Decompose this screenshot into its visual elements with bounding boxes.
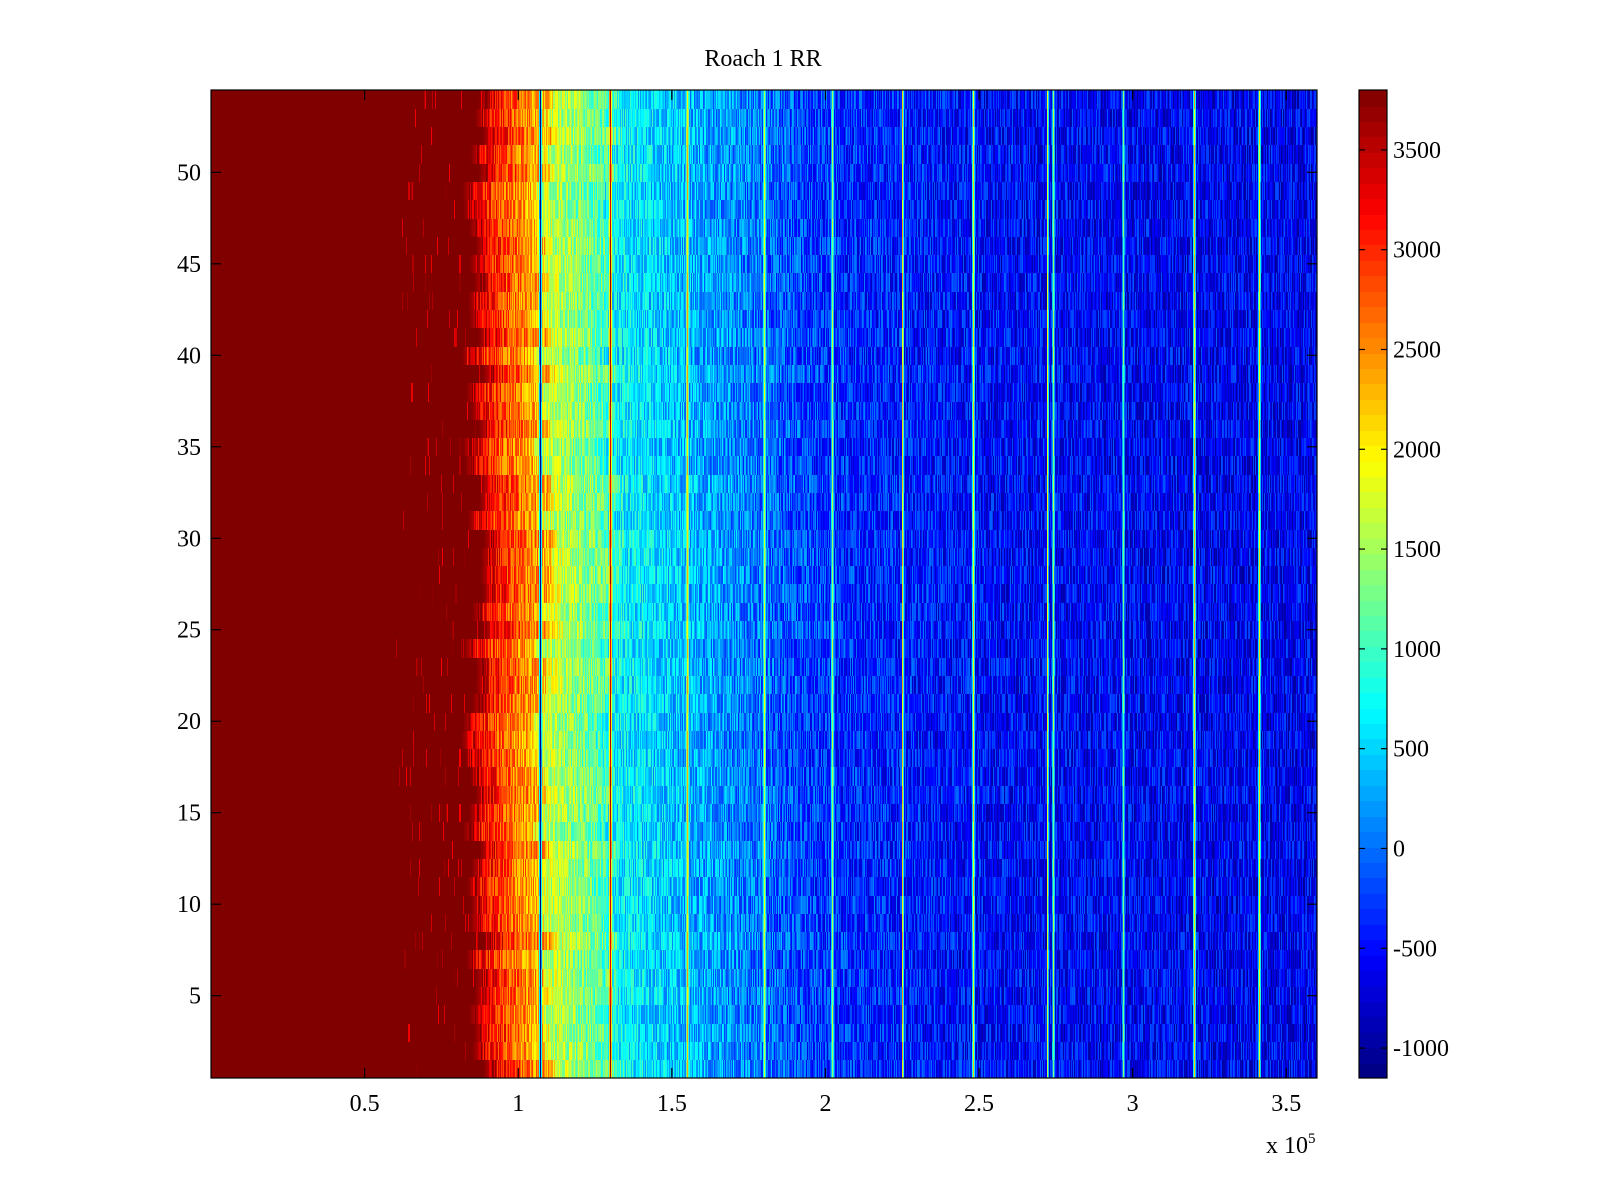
x-tick-label: 3 xyxy=(1127,1091,1139,1117)
x-tick-label: 1.5 xyxy=(657,1091,687,1117)
colorbar-tick-label: 3500 xyxy=(1393,138,1441,164)
x-tick-label: 1 xyxy=(512,1091,524,1117)
y-tick: 15 xyxy=(177,801,1317,827)
colorbar-tick: -500 xyxy=(1359,936,1437,962)
y-tick: 10 xyxy=(177,892,1317,918)
colorbar-tick-label: 1500 xyxy=(1393,537,1441,563)
colorbar-tick: 500 xyxy=(1359,737,1429,763)
colorbar-tick: 1500 xyxy=(1359,537,1441,563)
heatmap-axes-frame xyxy=(210,89,1318,1079)
colorbar-tick-label: -500 xyxy=(1393,936,1437,962)
colorbar-tick-label: 2500 xyxy=(1393,337,1441,363)
y-tick-label: 45 xyxy=(177,252,201,278)
colorbar-frame xyxy=(1358,89,1388,1079)
x-axis-exponent: x 105 xyxy=(1266,1131,1316,1159)
colorbar-tick: 1000 xyxy=(1359,637,1441,663)
chart-title: Roach 1 RR xyxy=(704,46,821,72)
y-tick-label: 15 xyxy=(177,801,201,827)
x-tick-label: 3.5 xyxy=(1271,1091,1301,1117)
heatmap-image xyxy=(211,90,1317,1078)
colorbar-tick: 3500 xyxy=(1359,138,1441,164)
colorbar-tick: 3000 xyxy=(1359,238,1441,264)
x-tick-label: 2.5 xyxy=(964,1091,994,1117)
x-tick: 0.5 xyxy=(350,90,380,1117)
x-tick: 3.5 xyxy=(1271,90,1301,1117)
colorbar-gradient xyxy=(1359,90,1387,1078)
colorbar-tick: 2500 xyxy=(1359,337,1441,363)
y-tick: 35 xyxy=(177,435,1317,461)
x-tick: 2.5 xyxy=(964,90,994,1117)
y-tick-label: 50 xyxy=(177,160,201,186)
x-exponent-power: 5 xyxy=(1308,1131,1316,1147)
colorbar-tick-label: 1000 xyxy=(1393,637,1441,663)
x-axis-ticks: 0.5 1 1.5 2 2.5 3 3.5 xyxy=(350,90,1301,1117)
x-tick-label: 0.5 xyxy=(350,1091,380,1117)
y-tick-label: 30 xyxy=(177,526,201,552)
x-tick: 3 xyxy=(1127,90,1139,1117)
colorbar-tick: 0 xyxy=(1359,836,1405,862)
y-tick: 50 xyxy=(177,160,1317,186)
colorbar-ticks: -1000 -500 0 500 1000 1500 2000 2500 3000 3500 xyxy=(1359,138,1449,1062)
colorbar-tick-label: 500 xyxy=(1393,737,1429,763)
colorbar-tick-label: 2000 xyxy=(1393,437,1441,463)
y-tick-label: 35 xyxy=(177,435,201,461)
colorbar-tick: 2000 xyxy=(1359,437,1441,463)
colorbar-tick: -1000 xyxy=(1359,1036,1449,1062)
y-tick-label: 5 xyxy=(189,984,201,1010)
x-tick: 1 xyxy=(512,90,524,1117)
y-tick-label: 40 xyxy=(177,343,201,369)
x-tick: 2 xyxy=(819,90,831,1117)
colorbar-tick-label: 3000 xyxy=(1393,238,1441,264)
x-exponent-base: x 10 xyxy=(1266,1133,1308,1159)
y-tick: 20 xyxy=(177,709,1317,735)
colorbar-tick-label: -1000 xyxy=(1393,1036,1449,1062)
y-tick-label: 20 xyxy=(177,709,201,735)
colorbar-tick-label: 0 xyxy=(1393,836,1405,862)
y-tick: 45 xyxy=(177,252,1317,278)
y-axis-ticks: 5 10 15 20 25 30 35 40 45 50 xyxy=(177,160,1317,1010)
y-tick: 40 xyxy=(177,343,1317,369)
y-tick: 25 xyxy=(177,618,1317,644)
y-tick-label: 10 xyxy=(177,892,201,918)
y-tick: 30 xyxy=(177,526,1317,552)
y-tick: 5 xyxy=(189,984,1317,1010)
x-tick-label: 2 xyxy=(819,1091,831,1117)
y-tick-label: 25 xyxy=(177,618,201,644)
x-tick: 1.5 xyxy=(657,90,687,1117)
